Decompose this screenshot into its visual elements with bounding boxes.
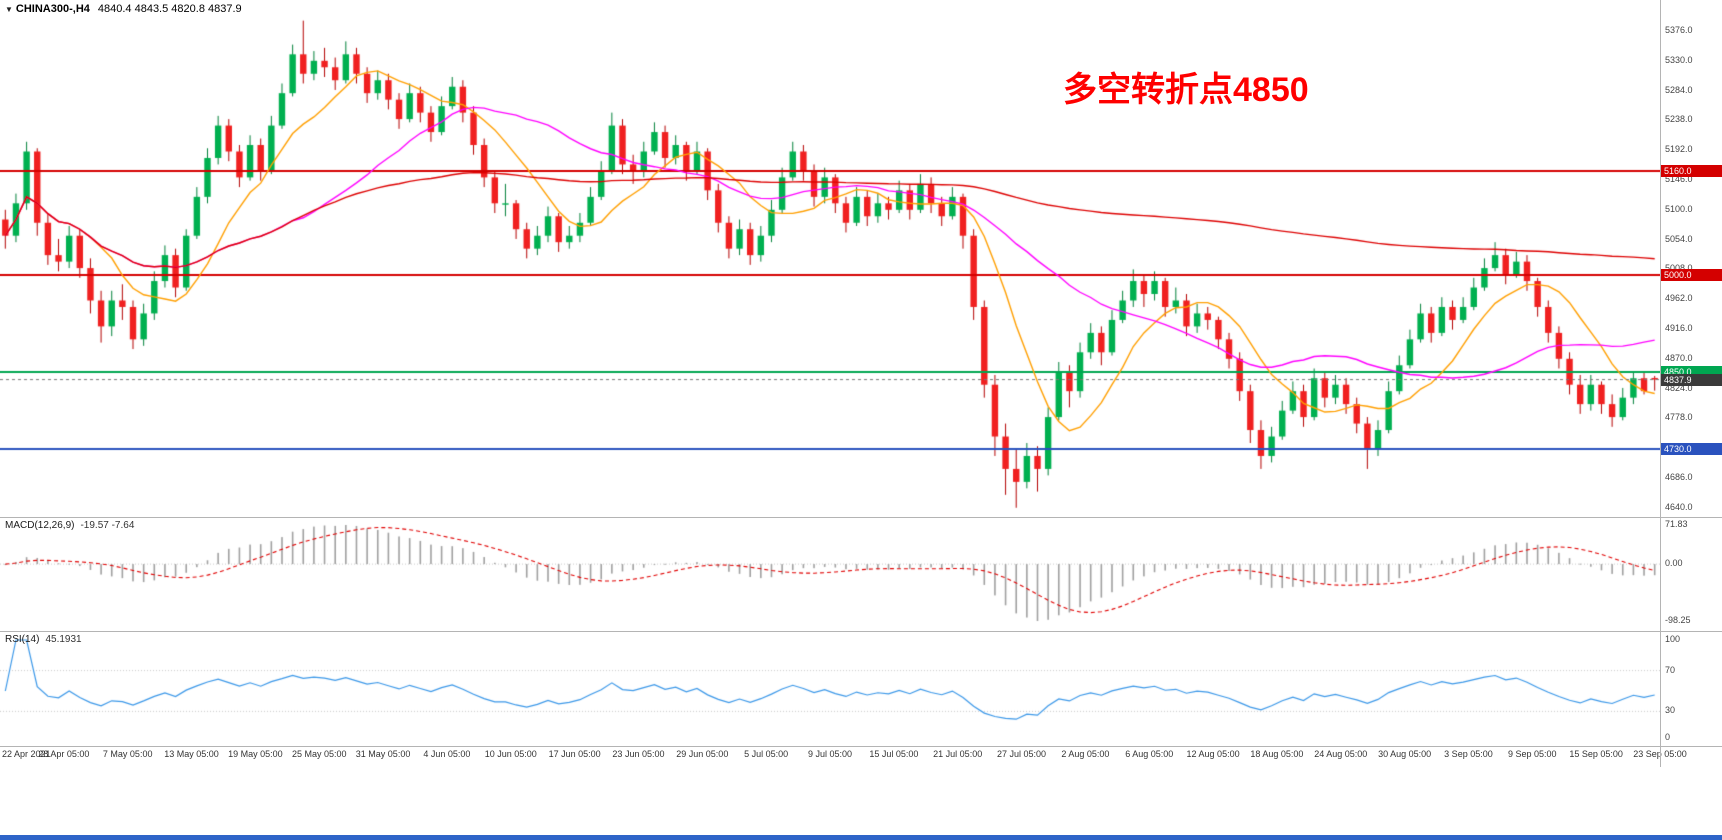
rsi-name: RSI(14)	[5, 634, 40, 645]
time-axis-label: 2 Aug 05:00	[1061, 749, 1110, 759]
rsi-axis-label: 0	[1665, 732, 1671, 742]
price-axis-label: 4916.0	[1665, 322, 1693, 333]
time-axis-label: 23 Jun 05:00	[612, 749, 665, 759]
macd-axis-label: 0.00	[1665, 558, 1683, 569]
price-axis-label: 4962.0	[1665, 293, 1693, 304]
price-axis-label: 5146.0	[1665, 173, 1693, 184]
symbol-timeframe-label: CHINA300-,H4	[15, 3, 90, 15]
panel-divider	[0, 746, 1722, 747]
time-axis[interactable]: 22 Apr 2021 28 Apr 05:00 7 May 05:00 13 May…	[0, 747, 1722, 765]
time-axis-label: 13 May 05:00	[164, 749, 219, 759]
chart-header: ▼ CHINA300-,H4 4840.4 4843.5 4820.8 4837.9	[5, 3, 242, 15]
time-axis-label: 7 May 05:00	[102, 749, 153, 759]
price-axis-label: 5330.0	[1665, 54, 1693, 65]
level-price-tag: 4730.0	[1661, 443, 1722, 456]
background-area	[0, 768, 1722, 835]
axis-separator	[1660, 0, 1661, 767]
time-axis-label: 22 Apr 2021	[2, 749, 51, 759]
symbol-dropdown-icon[interactable]: ▼	[5, 5, 13, 14]
level-price-tag: 5160.0	[1661, 164, 1722, 177]
time-axis-label: 27 Jul 05:00	[997, 749, 1047, 759]
time-axis-label: 25 May 05:00	[291, 749, 347, 759]
macd-values: -19.57 -7.64	[80, 520, 135, 531]
rsi-axis-label: 70	[1665, 664, 1676, 675]
time-axis-label: 18 Aug 05:00	[1250, 749, 1304, 759]
level-price-tag: 5000.0	[1661, 268, 1722, 281]
time-axis-label: 24 Aug 05:00	[1314, 749, 1368, 759]
macd-chart-canvas[interactable]	[0, 518, 1660, 631]
panel-divider[interactable]	[0, 517, 1722, 518]
price-axis-label: 5054.0	[1665, 233, 1693, 244]
price-axis-label: 4640.0	[1665, 501, 1693, 512]
bottom-window-edge	[0, 835, 1722, 840]
price-axis-label: 5100.0	[1665, 203, 1693, 214]
price-axis-label: 5008.0	[1665, 263, 1693, 273]
rsi-axis-label: 30	[1665, 705, 1676, 716]
time-axis-label: 15 Jul 05:00	[869, 749, 919, 759]
time-axis-label: 9 Sep 05:00	[1508, 749, 1557, 759]
time-axis-label: 30 Aug 05:00	[1378, 749, 1432, 759]
time-axis-label: 10 Jun 05:00	[484, 749, 537, 759]
price-axis-label: 5376.0	[1665, 25, 1693, 35]
macd-axis[interactable]: 71.83 0.00 -98.25	[1661, 518, 1722, 631]
time-axis-label: 15 Sep 05:00	[1569, 749, 1623, 759]
price-axis-label: 5284.0	[1665, 84, 1693, 95]
time-axis-label: 5 Jul 05:00	[744, 749, 789, 759]
price-chart-canvas[interactable]	[0, 0, 1660, 517]
time-axis-label: 31 May 05:00	[355, 749, 411, 759]
panel-divider[interactable]	[0, 631, 1722, 632]
time-axis-label: 17 Jun 05:00	[548, 749, 601, 759]
time-axis-label: 12 Aug 05:00	[1186, 749, 1240, 759]
price-axis-label: 4686.0	[1665, 471, 1693, 482]
current-price-tag: 4837.9	[1661, 373, 1722, 386]
rsi-title: RSI(14) 45.1931	[5, 634, 82, 645]
annotation-text: 多空转折点4850	[1063, 71, 1309, 109]
time-axis-label: 4 Jun 05:00	[423, 749, 471, 759]
time-axis-label: 6 Aug 05:00	[1125, 749, 1174, 759]
macd-title: MACD(12,26,9) -19.57 -7.64	[5, 520, 134, 531]
time-axis-label: 19 May 05:00	[228, 749, 283, 759]
macd-axis-label: 71.83	[1665, 519, 1688, 529]
macd-axis-label: -98.25	[1665, 615, 1691, 625]
price-axis[interactable]: 5376.0 5330.0 5284.0 5238.0 5192.0 5146.0 5100…	[1661, 0, 1722, 517]
time-axis-label: 3 Sep 05:00	[1444, 749, 1493, 759]
rsi-chart-canvas[interactable]	[0, 632, 1660, 746]
price-axis-label: 4824.0	[1665, 382, 1693, 393]
price-axis-label: 5192.0	[1665, 144, 1693, 155]
macd-name: MACD(12,26,9)	[5, 520, 75, 531]
price-axis-label: 4870.0	[1665, 352, 1693, 363]
ohlc-readout: 4840.4 4843.5 4820.8 4837.9	[97, 3, 242, 15]
rsi-axis[interactable]: 100 70 30 0	[1661, 632, 1722, 746]
rsi-value: 45.1931	[45, 634, 82, 645]
rsi-axis-label: 100	[1665, 634, 1681, 644]
time-axis-label: 28 Apr 05:00	[38, 749, 90, 759]
price-axis-label: 4778.0	[1665, 412, 1693, 423]
time-axis-label: 9 Jul 05:00	[807, 749, 853, 759]
price-axis-label: 5238.0	[1665, 114, 1693, 125]
time-axis-label: 29 Jun 05:00	[676, 749, 729, 759]
time-axis-label: 21 Jul 05:00	[933, 749, 983, 759]
